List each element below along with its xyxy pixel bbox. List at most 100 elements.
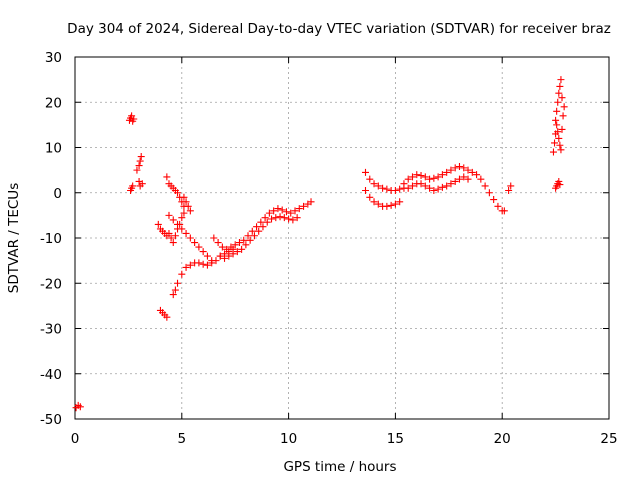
- y-tick-labels: -50 -40 -30 -20 -10 0 10 20 30: [40, 50, 62, 428]
- data-point: [137, 153, 145, 161]
- data-point: [276, 213, 284, 221]
- y-tick-label: -50: [40, 412, 62, 428]
- data-point: [169, 291, 177, 299]
- data-point: [223, 245, 231, 253]
- data-point: [551, 139, 559, 147]
- data-point: [261, 214, 269, 222]
- data-point: [408, 173, 416, 181]
- data-point: [558, 125, 566, 133]
- data-point: [361, 168, 369, 176]
- y-tick-label: 30: [45, 50, 62, 66]
- data-point: [130, 115, 138, 123]
- data-point: [235, 239, 243, 247]
- data-point: [257, 218, 265, 226]
- data-point: [227, 243, 235, 251]
- data-point: [248, 227, 256, 235]
- data-point: [289, 216, 297, 224]
- data-point: [171, 286, 179, 294]
- y-tick-label: -30: [40, 322, 62, 338]
- data-point: [174, 279, 182, 287]
- data-point: [129, 182, 137, 190]
- data-point: [244, 232, 252, 240]
- data-point: [229, 250, 237, 258]
- data-point: [560, 103, 568, 111]
- x-tick-label: 20: [494, 431, 511, 447]
- grid: [75, 57, 609, 419]
- data-point: [464, 175, 472, 183]
- data-point: [447, 180, 455, 188]
- x-tick-label: 5: [178, 431, 187, 447]
- data-point: [374, 200, 382, 208]
- data-point: [559, 112, 567, 120]
- data-point: [460, 164, 468, 172]
- data-point: [186, 234, 194, 242]
- data-point: [505, 186, 513, 194]
- data-point: [199, 260, 207, 268]
- data-point: [417, 172, 425, 180]
- data-point: [136, 157, 144, 165]
- data-point: [291, 207, 299, 215]
- data-point: [374, 182, 382, 190]
- data-point: [255, 227, 263, 235]
- data-point: [169, 216, 177, 224]
- data-point: [455, 175, 463, 183]
- data-point: [265, 209, 273, 217]
- data-point: [558, 94, 566, 102]
- data-point: [272, 214, 280, 222]
- data-point: [434, 185, 442, 193]
- y-tick-label: -20: [40, 276, 62, 292]
- data-point: [180, 209, 188, 217]
- data-point: [396, 185, 404, 193]
- y-axis-label: SDTVAR / TECUs: [6, 183, 22, 293]
- data-point: [184, 202, 192, 210]
- data-point: [174, 189, 182, 197]
- data-point: [195, 259, 203, 267]
- data-point: [278, 206, 286, 214]
- data-point: [268, 215, 276, 223]
- data-point: [180, 193, 188, 201]
- data-point: [238, 245, 246, 253]
- y-tick-label: -40: [40, 367, 62, 383]
- data-point: [404, 175, 412, 183]
- data-point: [231, 241, 239, 249]
- data-point: [191, 239, 199, 247]
- data-point: [417, 180, 425, 188]
- data-point: [557, 76, 565, 84]
- data-point: [195, 243, 203, 251]
- x-tick-label: 25: [600, 431, 617, 447]
- data-point: [225, 252, 233, 260]
- data-point: [451, 164, 459, 172]
- data-point: [186, 207, 194, 215]
- data-point: [391, 200, 399, 208]
- data-point: [240, 236, 248, 244]
- data-point: [169, 239, 177, 247]
- data-point: [477, 175, 485, 183]
- data-point: [210, 234, 218, 242]
- data-point: [464, 166, 472, 174]
- data-point: [287, 209, 295, 217]
- chart-title: Day 304 of 2024, Sidereal Day-to-day VTE…: [67, 21, 611, 37]
- data-point: [490, 196, 498, 204]
- data-point: [270, 207, 278, 215]
- data-point: [154, 220, 162, 228]
- data-point: [163, 313, 171, 321]
- data-point: [285, 215, 293, 223]
- data-point: [553, 107, 561, 115]
- data-point: [182, 263, 190, 271]
- data-point: [552, 116, 560, 124]
- data-point: [555, 177, 563, 185]
- data-point: [203, 261, 211, 269]
- data-point: [135, 177, 143, 185]
- data-point: [549, 148, 557, 156]
- x-tick-label: 0: [71, 431, 80, 447]
- data-point: [218, 243, 226, 251]
- data-point: [174, 220, 182, 228]
- data-point: [421, 173, 429, 181]
- data-point: [208, 257, 216, 265]
- data-point: [165, 211, 173, 219]
- data-point: [186, 261, 194, 269]
- data-point: [379, 184, 387, 192]
- data-point: [133, 166, 141, 174]
- data-point: [481, 182, 489, 190]
- x-tick-label: 15: [387, 431, 404, 447]
